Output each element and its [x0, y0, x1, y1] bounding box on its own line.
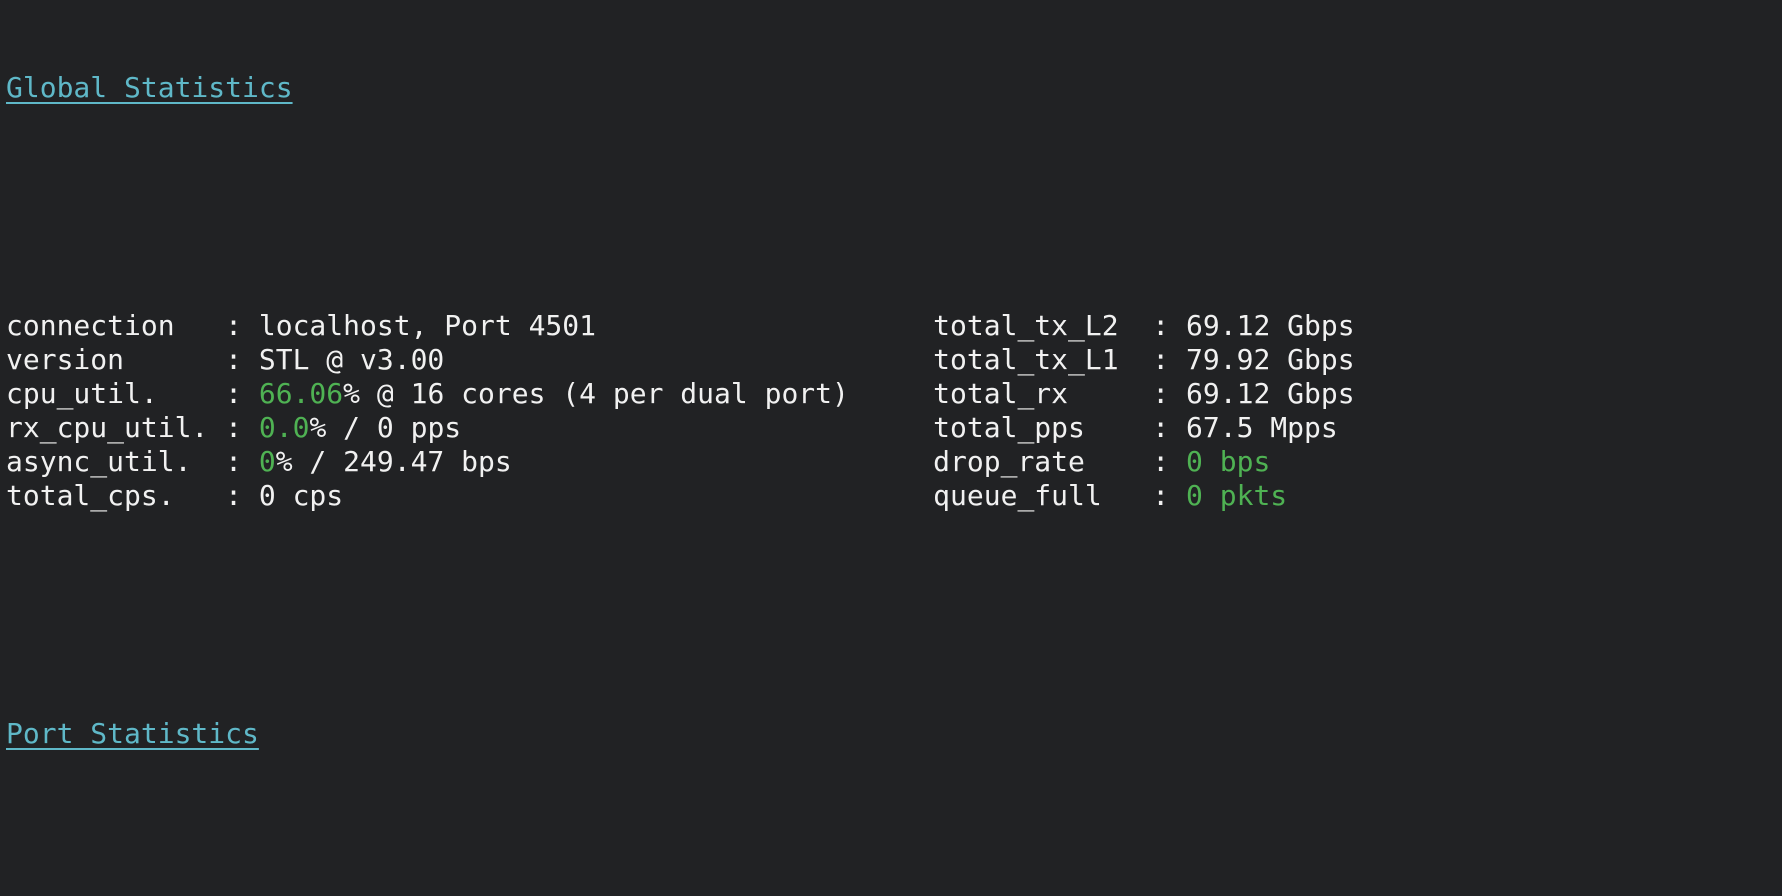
colon: :: [1152, 411, 1187, 444]
colon: :: [225, 377, 259, 410]
global-stats-left: async_util.: 0% / 249.47 bps: [6, 445, 933, 479]
global-stats-left: connection: localhost, Port 4501: [6, 309, 933, 343]
stat-label: rx_cpu_util.: [6, 411, 209, 444]
colon: :: [1152, 445, 1187, 478]
blank-line: [6, 615, 1782, 649]
stat-label: connection: [6, 309, 175, 342]
stat-label: async_util.: [6, 445, 192, 478]
colon: :: [1152, 479, 1187, 512]
colon: :: [225, 309, 259, 342]
stat-label: cpu_util.: [6, 377, 158, 410]
stat-value: 0: [258, 445, 276, 478]
global-stats-row-total-cps: total_cps.: 0 cps queue_full: 0 pkts: [6, 479, 1782, 513]
blank-line: [6, 173, 1782, 207]
global-stats-left: cpu_util.: 66.06% @ 16 cores (4 per dual…: [6, 377, 933, 411]
global-stats-left: rx_cpu_util.: 0.0% / 0 pps: [6, 411, 933, 445]
stat-value: 69.12 Gbps: [1186, 309, 1355, 342]
stat-label: total_tx_L1: [933, 343, 1119, 376]
stat-value: 0.0: [258, 411, 310, 444]
global-stats-row-connection: connection: localhost, Port 4501 total_tx…: [6, 309, 1782, 343]
global-stats-section: connection: localhost, Port 4501 total_tx…: [6, 309, 1782, 513]
stat-label: queue_full: [933, 479, 1102, 512]
stat-label: total_rx: [933, 377, 1069, 410]
blank-line: [6, 819, 1782, 853]
stat-value: % @ 16 cores (4 per dual port): [343, 377, 849, 410]
stat-value: STL @ v3.00: [258, 343, 445, 376]
stat-label: total_cps.: [6, 479, 175, 512]
global-stats-row-cpu-util: cpu_util.: 66.06% @ 16 cores (4 per dual…: [6, 377, 1782, 411]
colon: :: [225, 445, 259, 478]
stat-value: % / 0 pps: [309, 411, 462, 444]
colon: :: [1152, 309, 1187, 342]
global-stats-left: total_cps.: 0 cps: [6, 479, 933, 513]
colon: :: [1152, 343, 1187, 376]
colon: :: [225, 411, 259, 444]
stat-value: 66.06: [258, 377, 344, 410]
global-statistics-heading: Global Statistics: [6, 71, 293, 104]
stat-value: 69.12 Gbps: [1186, 377, 1355, 410]
stat-label: total_tx_L2: [933, 309, 1119, 342]
global-stats-row-async-util: async_util.: 0% / 249.47 bps drop_rate: 0…: [6, 445, 1782, 479]
colon: :: [225, 343, 259, 376]
stat-value: 79.92 Gbps: [1186, 343, 1355, 376]
colon: :: [1152, 377, 1187, 410]
stat-label: drop_rate: [933, 445, 1085, 478]
global-stats-row-version: version: STL @ v3.00 total_tx_L1: 79.92 G…: [6, 343, 1782, 377]
stat-value: 67.5 Mpps: [1186, 411, 1338, 444]
stat-value: 0 bps: [1186, 445, 1271, 478]
global-statistics-heading-line: Global Statistics: [6, 71, 1782, 105]
stat-value: 0 cps: [258, 479, 344, 512]
stat-label: total_pps: [933, 411, 1085, 444]
port-statistics-heading: Port Statistics: [6, 717, 259, 750]
global-stats-left: version: STL @ v3.00: [6, 343, 933, 377]
stat-value: 0 pkts: [1186, 479, 1288, 512]
stat-label: version: [6, 343, 125, 376]
port-statistics-heading-line: Port Statistics: [6, 717, 1782, 751]
global-stats-row-rx-cpu-util: rx_cpu_util.: 0.0% / 0 pps total_pps: 67.…: [6, 411, 1782, 445]
stat-value: % / 249.47 bps: [275, 445, 512, 478]
stat-value: localhost, Port 4501: [258, 309, 597, 342]
colon: :: [225, 479, 259, 512]
